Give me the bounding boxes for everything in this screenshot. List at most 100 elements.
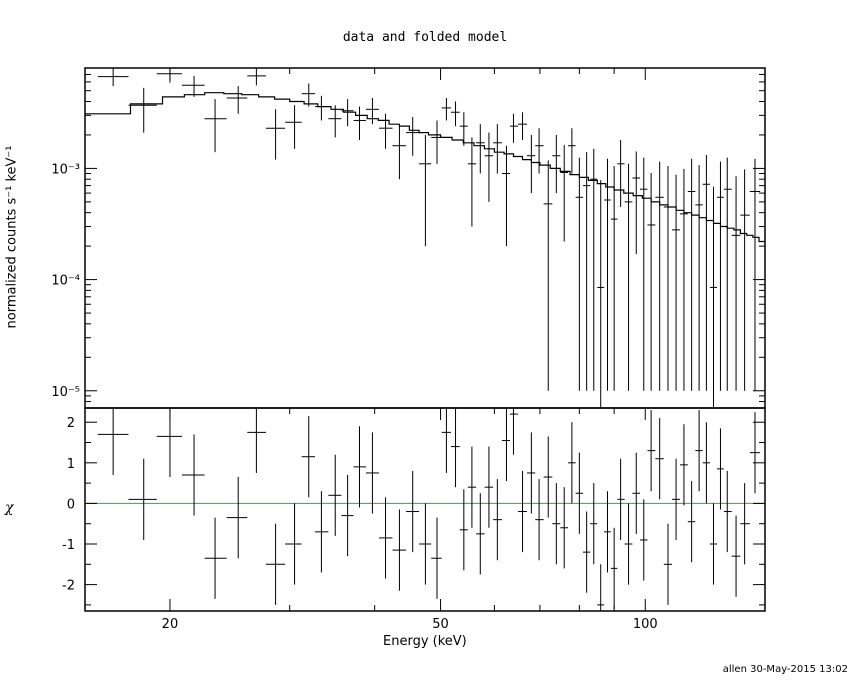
spectrum-data-points [97, 68, 761, 408]
spectrum-data-point [285, 105, 302, 149]
residual-data-point [731, 515, 741, 597]
spectrum-data-point [526, 134, 536, 194]
residual-data-point [315, 491, 329, 573]
y-tick-label: 2 [67, 416, 75, 431]
residual-panel: -2 -1 0 1 2 20 50 100 [62, 407, 766, 632]
spectrum-data-point [723, 157, 732, 391]
residual-data-point [97, 408, 129, 475]
residual-data-point [518, 470, 527, 553]
spectrum-data-point [265, 109, 286, 160]
residual-data-point [680, 424, 688, 506]
spectrum-data-point [702, 155, 710, 391]
spectrum-data-point [156, 68, 183, 83]
residual-data-point [604, 491, 611, 573]
y-tick-label: 1 [67, 457, 75, 472]
residual-data-point [640, 499, 648, 581]
spectrum-data-point [493, 124, 502, 174]
spectrum-data-point [610, 166, 618, 391]
residual-data-point [590, 483, 598, 565]
spectrum-data-point [560, 145, 569, 242]
residual-data-point [749, 412, 761, 494]
residual-data-point [695, 410, 703, 492]
spectrum-data-point [624, 163, 633, 391]
spectrum-data-point [182, 75, 205, 97]
spectrum-data-point [128, 87, 157, 133]
residual-data-point [419, 503, 432, 585]
spectrum-data-point [597, 180, 605, 408]
x-axis-label: Energy (keV) [383, 634, 467, 649]
residual-y-axis-label: χ [5, 500, 14, 516]
spectrum-data-point [501, 145, 510, 247]
residual-data-point [575, 452, 584, 534]
spectrum-data-point [419, 134, 432, 247]
spectrum-data-point [97, 68, 129, 87]
residual-data-point [128, 458, 157, 540]
residual-data-point [709, 503, 717, 585]
residual-data-point [450, 408, 460, 488]
residual-data-point [431, 517, 442, 599]
spectrum-data-point [680, 168, 688, 391]
x-tick-label: 20 [162, 617, 179, 632]
spectrum-data-point [441, 97, 451, 121]
residual-data-points [97, 408, 761, 611]
x-tick-label: 50 [432, 617, 449, 632]
residual-data-point [716, 428, 724, 510]
residual-data-point [285, 503, 302, 585]
spectrum-data-point [450, 101, 460, 127]
residual-data-point [392, 509, 407, 591]
y-tick-label: 0 [67, 497, 75, 512]
residual-data-point [597, 564, 605, 611]
spectrum-data-point [204, 99, 227, 153]
spectrum-panel: 10⁻⁵ 10⁻⁴ 10⁻³ [51, 67, 766, 409]
spectrum-data-point [392, 126, 407, 180]
spectrum-data-point [365, 97, 379, 125]
spectrum-data-point [301, 83, 316, 107]
spectrum-data-point [590, 148, 598, 391]
residual-data-point [535, 479, 544, 561]
residual-data-point [226, 477, 248, 559]
residual-data-point [353, 426, 366, 508]
residual-data-point [484, 446, 494, 528]
spectrum-data-point [617, 140, 625, 207]
residual-data-point [583, 511, 591, 593]
residual-data-point [617, 458, 625, 540]
residual-data-point [543, 436, 553, 518]
residual-data-point [341, 474, 354, 557]
spectrum-data-point [640, 157, 648, 391]
residual-data-point [687, 481, 696, 563]
spectrum-data-point [353, 106, 366, 141]
spectrum-data-point [328, 105, 342, 138]
y-tick-label: 10⁻⁵ [51, 385, 80, 400]
y-tick-label: -2 [62, 579, 75, 594]
spectrum-data-point [583, 152, 591, 391]
y-tick-label: 10⁻⁴ [51, 274, 80, 289]
residual-data-point [182, 434, 205, 516]
residual-data-point [247, 408, 266, 473]
residual-data-point [740, 483, 750, 565]
spectrum-data-point [604, 158, 611, 391]
footer-stamp: allen 30-May-2015 13:02 [722, 664, 848, 675]
residual-data-point [459, 489, 468, 571]
spectrum-data-point [568, 128, 576, 174]
spectrum-data-point [695, 165, 703, 391]
residual-data-point [501, 408, 510, 482]
spectrum-data-point [518, 112, 527, 141]
residual-data-point [663, 523, 673, 605]
residual-data-point [552, 483, 561, 565]
spectrum-data-point [247, 68, 266, 86]
spectrum-data-point [716, 161, 724, 391]
spectrum-data-point [575, 157, 584, 391]
residual-data-point [493, 479, 502, 561]
spectrum-y-axis-label: normalized counts s⁻¹ keV⁻¹ [4, 145, 20, 329]
residual-data-point [301, 416, 316, 498]
spectrum-data-point [484, 132, 494, 202]
residual-data-point [476, 493, 485, 575]
residual-data-point [378, 497, 393, 579]
residual-data-point [560, 487, 569, 569]
spectrum-data-point [552, 134, 561, 194]
spectrum-data-point [315, 95, 329, 121]
spectrum-axis-ticks: 10⁻⁵ 10⁻⁴ 10⁻³ [51, 67, 765, 409]
residual-data-point [509, 408, 519, 455]
y-tick-label: -1 [62, 538, 75, 553]
spectrum-data-point [535, 128, 544, 174]
